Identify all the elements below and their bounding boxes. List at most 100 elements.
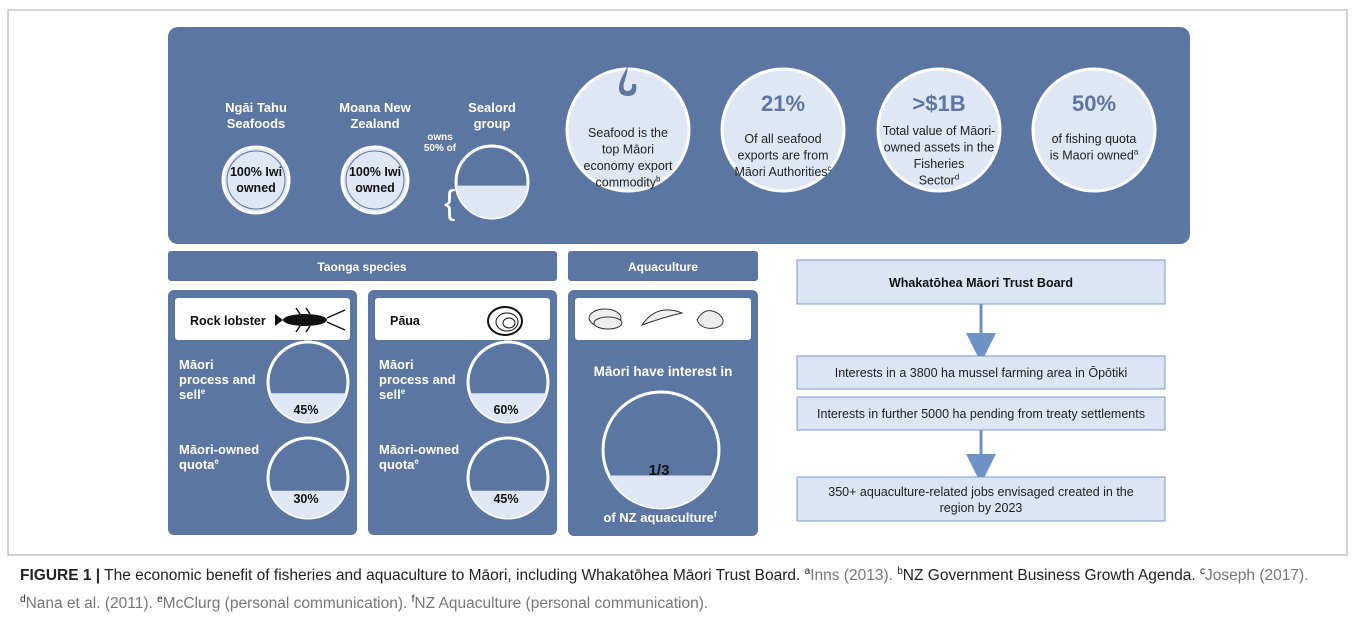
ref-text: NZ Government Business Growth Agenda. <box>903 567 1196 584</box>
label: quotae <box>379 457 419 472</box>
text: of NZ aquaculture <box>603 510 714 525</box>
label: exports are from <box>737 149 828 163</box>
ref-text: Inns (2013). <box>810 567 893 584</box>
superscript: e <box>201 387 206 396</box>
text: Taonga species <box>317 260 406 274</box>
ref-text: NZ Aquaculture (personal communication). <box>414 595 708 612</box>
label: Sectord <box>919 173 960 188</box>
text: Māori <box>379 357 414 372</box>
text: >$1B <box>912 91 965 116</box>
superscript: e <box>414 457 419 466</box>
superscript: e <box>401 387 406 396</box>
label: owned assets in the <box>884 141 995 155</box>
text: exports are from <box>737 149 828 163</box>
text: commodity <box>596 176 657 190</box>
text: quota <box>179 457 215 472</box>
text: Ngāi Tahu <box>225 100 287 115</box>
stat-circle <box>1033 69 1155 191</box>
text: Total value of Māori- <box>883 124 996 138</box>
label: 60% <box>493 403 518 417</box>
label: region by 2023 <box>940 501 1023 515</box>
label: >$1B <box>912 91 965 116</box>
label: process and <box>179 372 256 387</box>
label: 1/3 <box>649 462 670 479</box>
caption: FIGURE 1 | The economic benefit of fishe… <box>20 560 1340 616</box>
text: owned <box>355 181 395 195</box>
label: 45% <box>293 403 318 417</box>
text: 1/3 <box>649 462 670 479</box>
label: Māori <box>179 357 214 372</box>
text: sell <box>379 387 401 402</box>
text: Fisheries <box>914 157 965 171</box>
text: Sealord <box>468 100 516 115</box>
text: 45% <box>293 403 318 417</box>
text: Māori <box>179 357 214 372</box>
text: Seafoods <box>227 116 286 131</box>
circle <box>223 147 289 213</box>
text: Seafood is the <box>588 126 668 140</box>
label: commodityb <box>596 175 661 190</box>
caption-text: The economic benefit of fisheries and aq… <box>104 567 800 584</box>
label: Māori <box>379 357 414 372</box>
label: Rock lobster <box>190 314 266 328</box>
text: 30% <box>293 492 318 506</box>
text: Māori-owned <box>179 442 259 457</box>
text: Zealand <box>350 116 399 131</box>
ref-text: Joseph (2017). <box>1205 567 1308 584</box>
label: Sealord <box>468 100 516 115</box>
label: 100% Iwi <box>349 165 401 179</box>
label: Moana New <box>339 100 411 115</box>
caption-label: FIGURE 1 | <box>20 567 100 584</box>
label: 100% Iwi <box>230 165 282 179</box>
label: Māori have interest in <box>594 364 733 379</box>
label: Of all seafood <box>744 132 821 146</box>
text: top Māori <box>602 143 654 157</box>
text: owns <box>427 132 453 143</box>
text: Sector <box>919 174 955 188</box>
text: Māori Authorities <box>734 165 827 179</box>
text: group <box>474 116 511 131</box>
text: 350+ aquaculture-related jobs envisaged … <box>828 485 1133 499</box>
text: 50% <box>1072 91 1116 116</box>
label: top Māori <box>602 143 654 157</box>
text: 100% Iwi <box>349 165 401 179</box>
text: quota <box>379 457 415 472</box>
label: 350+ aquaculture-related jobs envisaged … <box>828 485 1133 499</box>
superscript: c <box>828 164 832 173</box>
label: owns <box>427 132 453 143</box>
label: Seafood is the <box>588 126 668 140</box>
label: 30% <box>293 492 318 506</box>
superscript: b <box>656 175 661 184</box>
text: 60% <box>493 403 518 417</box>
text: is Maori owned <box>1050 149 1134 163</box>
ref-text: McClurg (personal communication). <box>163 595 408 612</box>
text: 45% <box>493 492 518 506</box>
label: 50% <box>1072 91 1116 116</box>
text: 21% <box>761 91 805 116</box>
label: 45% <box>493 492 518 506</box>
text: Aquaculture <box>628 260 698 274</box>
text: Māori-owned <box>379 442 459 457</box>
label: Ngāi Tahu <box>225 100 287 115</box>
label: of NZ aquaculturef <box>603 510 717 525</box>
figure: { Ngāi TahuSeafoods 100% Iwi owned Moana Ne… <box>0 0 1355 627</box>
text: of fishing quota <box>1052 132 1137 146</box>
text: owned assets in the <box>884 141 995 155</box>
label: Whakatōhea Māori Trust Board <box>889 276 1073 290</box>
brace: { <box>444 184 455 222</box>
page: { Ngāi TahuSeafoods 100% Iwi owned Moana Ne… <box>0 0 1355 627</box>
text: Whakatōhea Māori Trust Board <box>889 276 1073 290</box>
label: process and <box>379 372 456 387</box>
text: process and <box>179 372 256 387</box>
label: quotae <box>179 457 219 472</box>
label: Fisheries <box>914 157 965 171</box>
text: economy export <box>584 159 673 173</box>
text: Pāua <box>390 314 421 328</box>
superscript: e <box>214 457 219 466</box>
circle <box>342 147 408 213</box>
text: 100% Iwi <box>230 165 282 179</box>
label: group <box>474 116 511 131</box>
label: Interests in a 3800 ha mussel farming ar… <box>835 366 1128 380</box>
text: Rock lobster <box>190 314 266 328</box>
ref-text: Nana et al. (2011). <box>26 595 153 612</box>
